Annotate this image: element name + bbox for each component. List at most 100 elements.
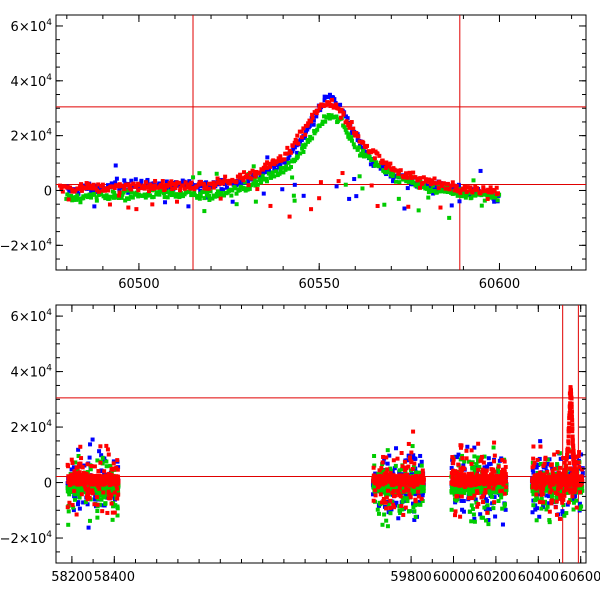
- data-point: [70, 460, 75, 465]
- data-point: [77, 480, 82, 485]
- data-point: [567, 455, 572, 460]
- data-point: [400, 464, 405, 469]
- data-point: [66, 489, 71, 494]
- data-point: [109, 493, 114, 498]
- data-point: [418, 484, 423, 489]
- data-point: [359, 151, 364, 156]
- data-point: [160, 179, 165, 184]
- data-point: [459, 194, 464, 199]
- data-point: [427, 179, 432, 184]
- data-point: [167, 191, 172, 196]
- data-point: [284, 164, 289, 169]
- data-point: [110, 182, 115, 187]
- data-point: [95, 458, 100, 463]
- data-point: [292, 182, 297, 187]
- data-point: [416, 486, 421, 491]
- data-point: [353, 133, 358, 138]
- data-point: [204, 180, 209, 185]
- data-point: [83, 500, 88, 505]
- data-point: [287, 214, 292, 219]
- data-point: [116, 196, 121, 201]
- data-point: [312, 110, 317, 115]
- data-point: [456, 452, 461, 457]
- data-point: [274, 159, 279, 164]
- data-point: [92, 188, 97, 193]
- data-point: [182, 186, 187, 191]
- data-point: [111, 461, 116, 466]
- data-point: [413, 470, 418, 475]
- data-point: [451, 183, 456, 188]
- data-point: [204, 192, 209, 197]
- data-point: [177, 180, 182, 185]
- data-point: [385, 467, 390, 472]
- data-point: [72, 497, 77, 502]
- data-point: [405, 496, 410, 501]
- data-point: [411, 170, 416, 175]
- data-point: [456, 184, 461, 189]
- data-point: [81, 500, 86, 505]
- data-point: [197, 171, 202, 176]
- data-point: [309, 207, 314, 212]
- data-point: [537, 514, 542, 519]
- data-point: [431, 186, 436, 191]
- data-point: [115, 513, 120, 518]
- data-point: [286, 156, 291, 161]
- data-point: [471, 512, 476, 517]
- data-point: [403, 505, 408, 510]
- data-point: [382, 202, 387, 207]
- data-point: [303, 132, 308, 137]
- data-point: [67, 194, 72, 199]
- data-point: [479, 189, 484, 194]
- data-point: [555, 466, 560, 471]
- data-point: [151, 186, 156, 191]
- data-point: [139, 178, 144, 183]
- data-point: [421, 472, 426, 477]
- data-point: [303, 135, 308, 140]
- reference-lines: [56, 305, 586, 563]
- data-point: [339, 107, 344, 112]
- data-point: [317, 106, 322, 111]
- data-point: [102, 495, 107, 500]
- data-point: [86, 478, 91, 483]
- data-point: [114, 176, 119, 181]
- data-point: [381, 496, 386, 501]
- data-point: [408, 455, 413, 460]
- data-point: [80, 185, 85, 190]
- data-point: [369, 183, 374, 188]
- data-point: [171, 192, 176, 197]
- data-point: [81, 470, 86, 475]
- data-point: [412, 457, 417, 462]
- data-point: [106, 452, 111, 457]
- data-point: [469, 195, 474, 200]
- data-point: [347, 125, 352, 130]
- data-point: [403, 470, 408, 475]
- data-point: [405, 186, 410, 191]
- data-point: [467, 492, 472, 497]
- data-point: [401, 496, 406, 501]
- data-point: [103, 501, 108, 506]
- data-point: [93, 186, 98, 191]
- data-point: [231, 182, 236, 187]
- data-point: [375, 203, 380, 208]
- data-point: [305, 123, 310, 128]
- data-point: [449, 507, 454, 512]
- data-point: [390, 174, 395, 179]
- data-point: [469, 503, 474, 508]
- data-point: [497, 458, 502, 463]
- data-point: [68, 185, 73, 190]
- data-point: [454, 498, 459, 503]
- data-point: [558, 456, 563, 461]
- data-point: [430, 189, 435, 194]
- data-point: [71, 197, 76, 202]
- data-point: [464, 193, 469, 198]
- data-point: [372, 163, 377, 168]
- data-point: [71, 505, 76, 510]
- data-point: [130, 195, 135, 200]
- data-point: [464, 190, 469, 195]
- data-point: [376, 511, 381, 516]
- data-point: [289, 164, 294, 169]
- data-point: [244, 173, 249, 178]
- data-point: [460, 190, 465, 195]
- data-point: [200, 190, 205, 195]
